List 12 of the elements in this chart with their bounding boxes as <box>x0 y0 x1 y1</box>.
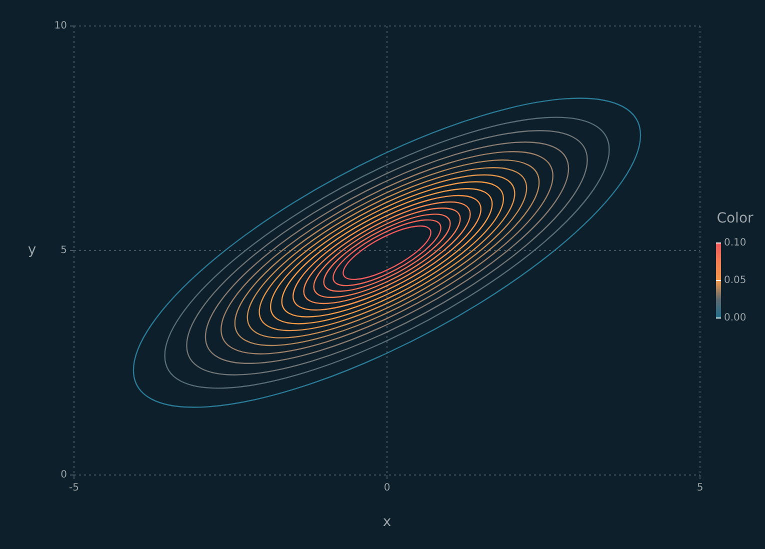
x-tick-label: 5 <box>696 482 704 494</box>
y-tick-label: 0 <box>60 470 67 481</box>
x-tick-label: 0 <box>384 482 390 494</box>
color-bar-title: Color <box>716 210 754 227</box>
x-axis-title: x <box>382 514 392 530</box>
color-bar-label: 0.05 <box>724 275 746 286</box>
y-tick-label: 10 <box>54 20 67 32</box>
y-tick-label: 5 <box>60 245 67 256</box>
color-bar-label: 0.00 <box>724 312 746 324</box>
x-tick-label: -5 <box>69 482 79 494</box>
y-axis-title: y <box>28 242 36 258</box>
color-bar-label: 0.10 <box>724 238 746 249</box>
